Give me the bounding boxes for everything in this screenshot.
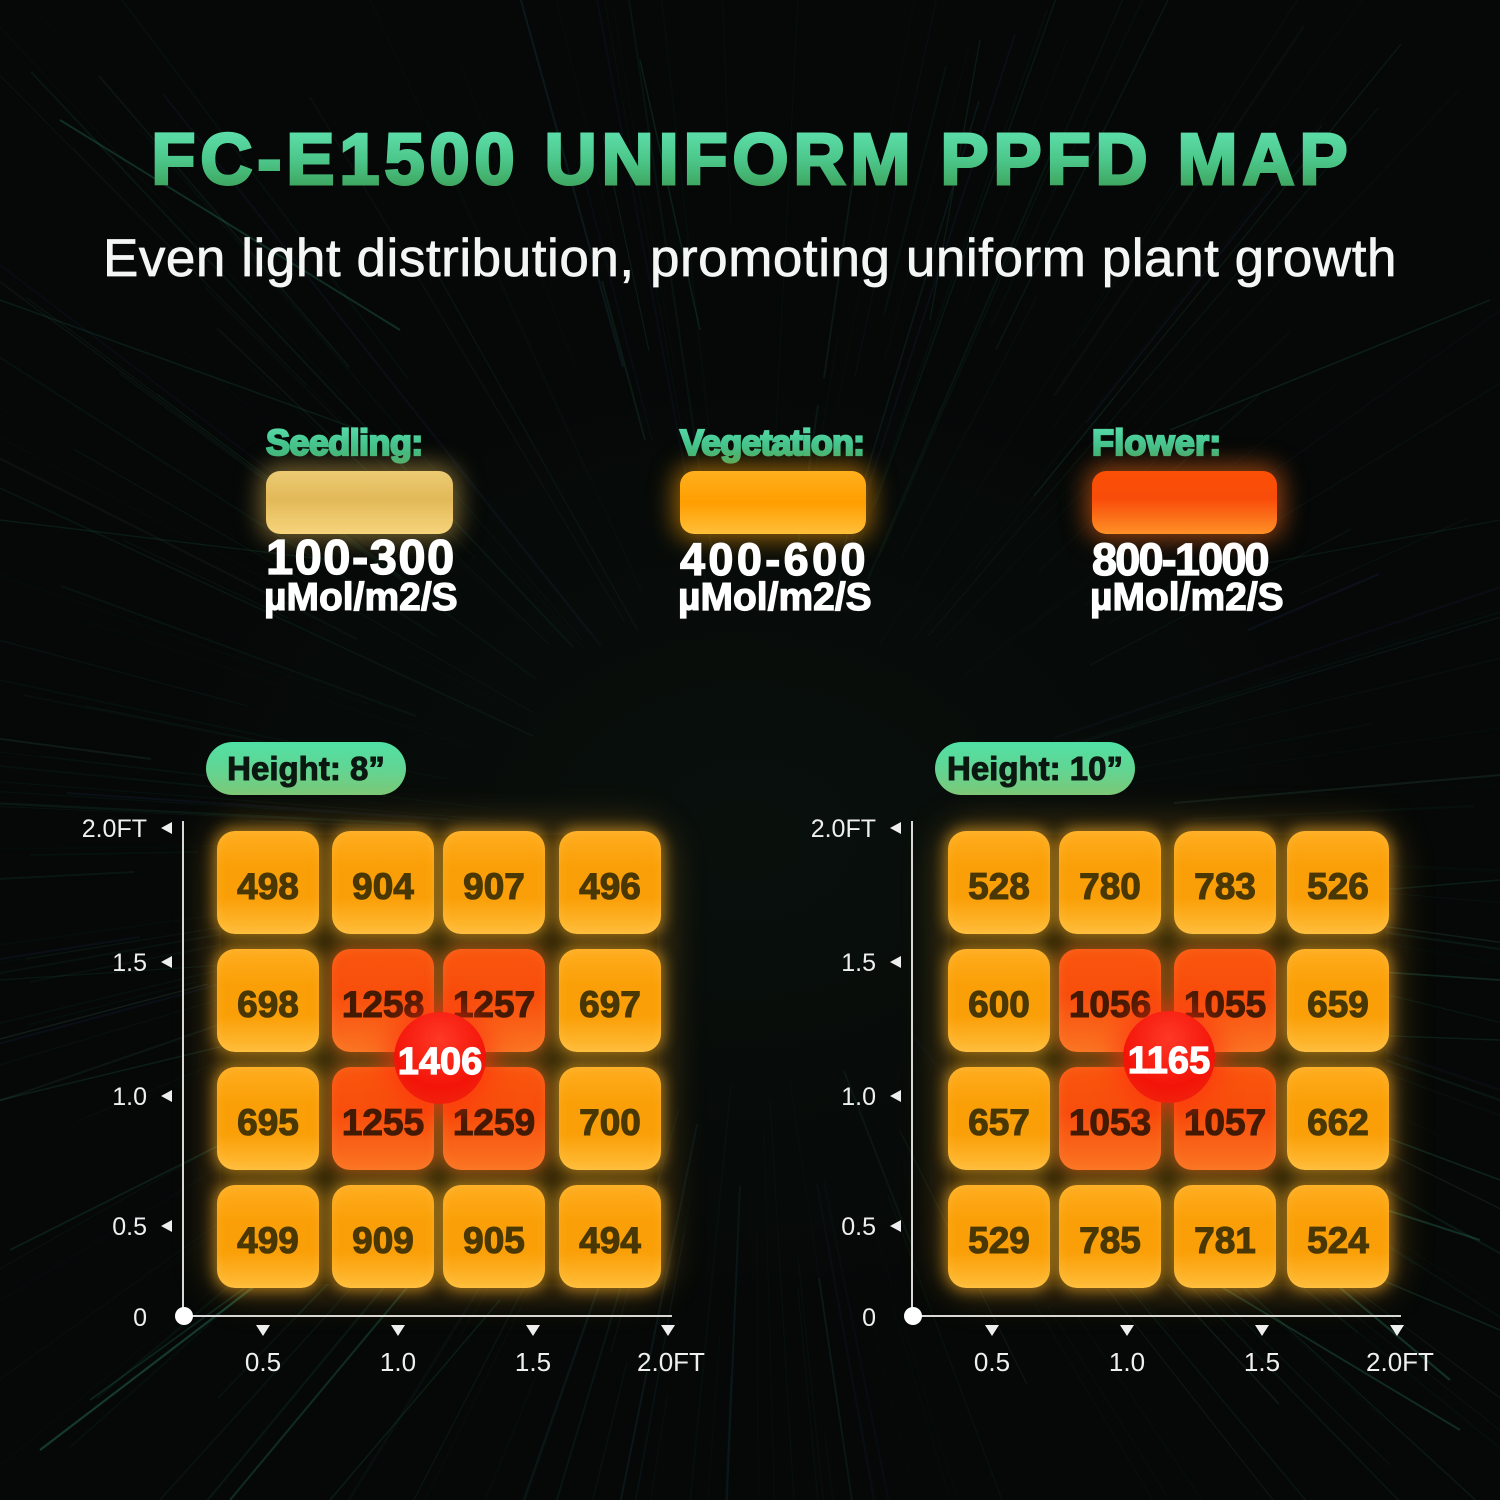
svg-text:FC-E1500 UNIFORM PPFD MAP: FC-E1500 UNIFORM PPFD MAP — [151, 120, 1352, 200]
svg-text:Flower:: Flower: — [1092, 422, 1221, 463]
svg-text:Vegetation:: Vegetation: — [680, 422, 864, 463]
svg-text:Seedling:: Seedling: — [266, 422, 423, 463]
